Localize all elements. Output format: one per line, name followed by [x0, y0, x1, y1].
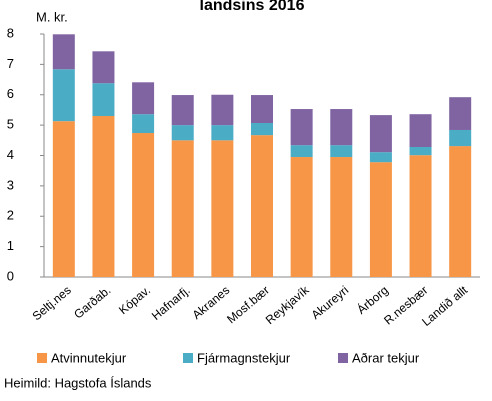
- legend-label: Atvinnutekjur: [51, 350, 127, 365]
- bar-segment: [330, 157, 353, 277]
- bar-segment: [251, 95, 273, 123]
- chart-title: landsins 2016: [200, 0, 305, 14]
- y-axis-label: M. kr.: [36, 9, 68, 24]
- bar-segment: [251, 135, 273, 277]
- bar-segment: [330, 145, 353, 158]
- y-tick-label: 8: [7, 25, 14, 40]
- legend-swatch: [338, 353, 348, 363]
- y-tick-label: 6: [7, 86, 14, 101]
- bar-segment: [409, 146, 432, 156]
- bar-segment: [171, 140, 194, 277]
- bar-segment: [290, 157, 313, 277]
- x-tick-label: Garðab.: [71, 283, 113, 322]
- x-tick-label: Seltj.nes: [30, 283, 74, 323]
- bar-segment: [132, 82, 155, 115]
- bar-segment: [449, 97, 472, 130]
- bar-segment: [211, 125, 234, 141]
- legend-swatch: [37, 353, 47, 363]
- bar-segment: [369, 152, 392, 163]
- bar-segment: [330, 109, 353, 146]
- source: Heimild: Hagstofa Íslands: [4, 375, 152, 390]
- bar-segment: [369, 162, 392, 277]
- x-tick-label: Akureyri: [309, 283, 352, 322]
- legend-label: Fjármagnstekjur: [197, 350, 291, 365]
- legend-label: Aðrar tekjur: [352, 350, 420, 365]
- x-tick-label: Árborg: [354, 282, 391, 317]
- bar-segment: [449, 146, 472, 277]
- bar-segment: [369, 115, 392, 153]
- bar-segment: [211, 140, 234, 277]
- bar-segment: [171, 95, 194, 126]
- bar-segment: [211, 94, 234, 126]
- y-tick-label: 7: [7, 56, 14, 71]
- bar-segment: [52, 34, 75, 70]
- x-tick-label: Reykjavík: [263, 282, 313, 327]
- bar-segment: [409, 155, 432, 277]
- bar-segment: [132, 114, 155, 134]
- bar-segment: [92, 83, 115, 117]
- y-tick-label: 3: [7, 177, 14, 192]
- y-tick-label: 4: [7, 147, 14, 162]
- bar-segment: [52, 69, 75, 122]
- y-tick-label: 2: [7, 208, 14, 223]
- legend-swatch: [183, 353, 193, 363]
- bar-segment: [52, 121, 75, 278]
- y-tick-label: 5: [7, 117, 14, 132]
- x-tick-label: Hafnarfj.: [149, 283, 193, 323]
- bar-segment: [92, 51, 115, 84]
- y-tick-label: 1: [7, 238, 14, 253]
- x-tick-label: Kópav.: [116, 283, 153, 317]
- y-tick-label: 0: [7, 268, 14, 283]
- bar-segment: [171, 125, 194, 141]
- bar-segment: [290, 109, 313, 146]
- bar-segment: [92, 116, 115, 277]
- bar-segment: [290, 145, 313, 158]
- bar-segment: [251, 122, 273, 136]
- bar-segment: [409, 114, 432, 147]
- bar-segment: [132, 133, 155, 277]
- bar-segment: [449, 129, 472, 147]
